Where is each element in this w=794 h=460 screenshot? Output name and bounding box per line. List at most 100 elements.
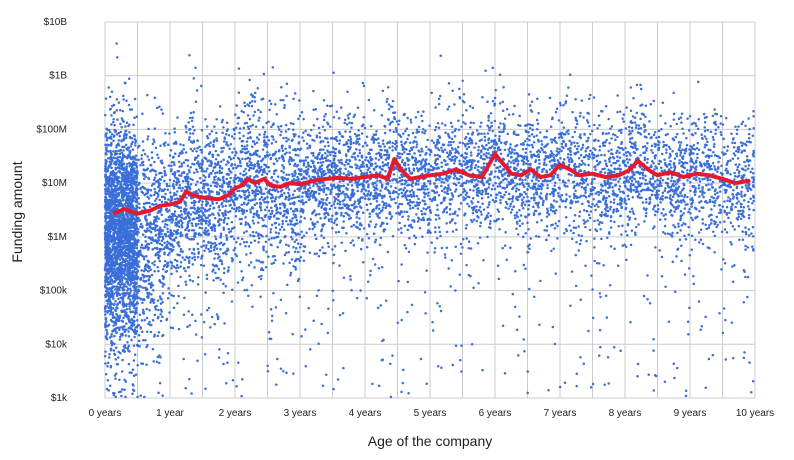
scatter-point	[461, 114, 465, 117]
scatter-point	[307, 174, 311, 178]
scatter-point	[644, 174, 647, 178]
scatter-point	[113, 124, 116, 127]
scatter-point	[378, 243, 382, 247]
scatter-point	[696, 127, 700, 130]
scatter-point	[669, 154, 672, 157]
scatter-point	[121, 288, 125, 292]
scatter-point	[361, 144, 365, 148]
scatter-point	[523, 349, 526, 353]
scatter-point	[398, 155, 401, 159]
scatter-point	[679, 209, 683, 213]
scatter-point	[723, 146, 726, 149]
scatter-point	[747, 228, 751, 231]
scatter-point	[151, 142, 155, 146]
scatter-point	[229, 210, 232, 213]
scatter-point	[160, 232, 163, 235]
scatter-point	[145, 254, 148, 258]
scatter-point	[156, 185, 160, 188]
scatter-point	[609, 200, 613, 204]
scatter-point	[689, 180, 692, 184]
scatter-point	[659, 114, 662, 118]
scatter-point	[623, 201, 626, 204]
scatter-point	[396, 154, 399, 157]
scatter-point	[610, 148, 613, 151]
scatter-point	[698, 195, 701, 198]
scatter-point	[134, 373, 138, 376]
scatter-point	[241, 157, 244, 161]
scatter-point	[134, 309, 138, 312]
scatter-point	[468, 188, 472, 192]
scatter-point	[276, 190, 280, 193]
scatter-point	[569, 304, 572, 307]
scatter-point	[117, 297, 120, 300]
scatter-point	[536, 204, 539, 207]
scatter-point	[185, 227, 189, 230]
scatter-point	[440, 122, 444, 125]
scatter-point	[207, 232, 211, 235]
scatter-point	[308, 186, 312, 189]
scatter-point	[532, 176, 535, 179]
scatter-point	[420, 209, 423, 213]
scatter-point	[411, 131, 415, 135]
scatter-point	[368, 170, 372, 174]
scatter-point	[391, 234, 395, 238]
scatter-point	[465, 263, 468, 267]
scatter-point	[262, 218, 265, 222]
scatter-point	[297, 257, 300, 261]
scatter-point	[246, 114, 250, 117]
scatter-point	[752, 180, 755, 184]
scatter-point	[407, 163, 410, 167]
scatter-point	[537, 140, 541, 143]
scatter-point	[512, 131, 516, 134]
scatter-point	[449, 188, 452, 192]
scatter-point	[312, 89, 315, 93]
scatter-point	[509, 211, 513, 214]
scatter-point	[452, 176, 456, 180]
scatter-point	[139, 187, 142, 190]
scatter-point	[741, 230, 744, 233]
scatter-point	[245, 288, 249, 292]
scatter-point	[320, 163, 324, 167]
scatter-point	[344, 203, 348, 206]
scatter-point	[518, 224, 522, 228]
scatter-point	[130, 324, 133, 327]
scatter-point	[464, 227, 468, 230]
scatter-point	[434, 125, 438, 129]
scatter-point	[487, 212, 490, 215]
scatter-point	[118, 134, 121, 138]
scatter-point	[575, 372, 579, 375]
scatter-point	[173, 258, 177, 262]
scatter-point	[573, 213, 577, 217]
scatter-point	[688, 254, 692, 257]
scatter-point	[742, 356, 746, 360]
scatter-point	[143, 318, 146, 322]
scatter-point	[285, 139, 288, 143]
scatter-point	[733, 175, 737, 178]
scatter-point	[417, 179, 420, 183]
scatter-point	[589, 93, 592, 97]
scatter-point	[671, 214, 674, 217]
scatter-point	[141, 140, 145, 143]
scatter-point	[499, 165, 502, 168]
scatter-point	[271, 209, 274, 213]
scatter-point	[403, 186, 406, 190]
scatter-point	[256, 86, 260, 90]
scatter-point	[175, 180, 178, 184]
scatter-point	[233, 132, 236, 136]
scatter-point	[612, 198, 616, 201]
scatter-point	[225, 238, 229, 242]
scatter-point	[545, 225, 549, 228]
scatter-point	[526, 391, 529, 395]
scatter-point	[663, 380, 667, 383]
scatter-point	[671, 195, 675, 198]
scatter-point	[633, 177, 636, 181]
scatter-point	[438, 230, 442, 234]
scatter-point	[133, 335, 136, 339]
scatter-point	[324, 159, 328, 162]
scatter-point	[652, 133, 656, 137]
scatter-point	[240, 144, 244, 148]
scatter-point	[321, 246, 324, 249]
scatter-point	[653, 187, 656, 191]
scatter-point	[550, 152, 554, 155]
scatter-point	[594, 168, 597, 171]
